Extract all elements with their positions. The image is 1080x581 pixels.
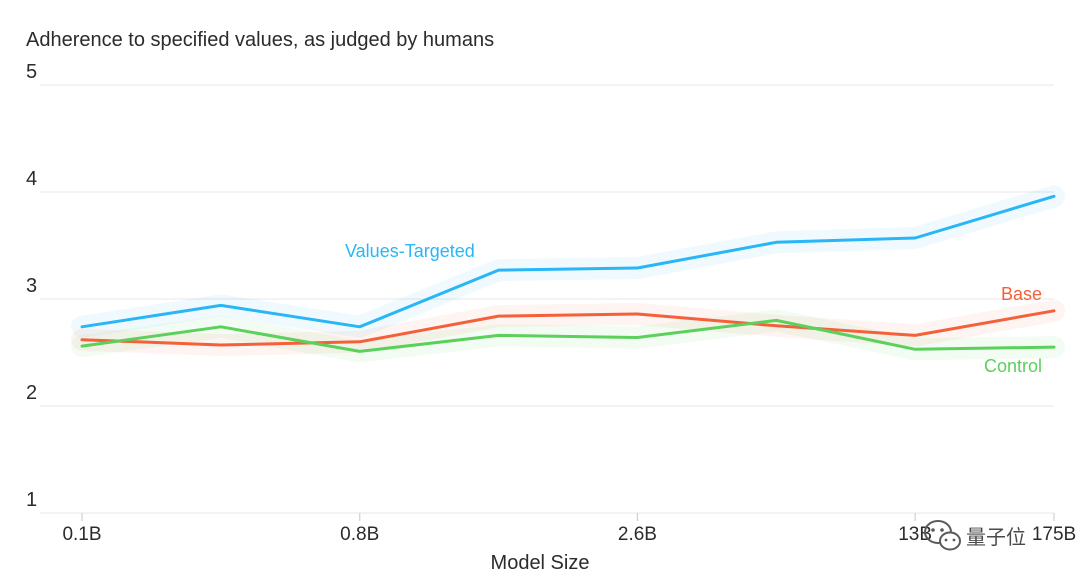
- watermark-text: 量子位: [966, 526, 1026, 549]
- chart-title: Adherence to specified values, as judged…: [26, 29, 494, 51]
- grid-lines: [40, 84, 1054, 514]
- wechat-logo-icon: [924, 520, 961, 551]
- x-tick-label: 0.8B: [340, 524, 379, 545]
- watermark: 量子位: [924, 520, 1026, 551]
- x-tick-label: 0.1B: [62, 524, 101, 545]
- x-axis-label: Model Size: [491, 552, 590, 574]
- series-label: Base: [1001, 284, 1042, 304]
- series-line-values-targeted: [80, 194, 1056, 329]
- series-labels: Values-Targeted Base Control: [345, 241, 1042, 376]
- y-tick-label: 2: [26, 382, 37, 404]
- x-tick-label: 175B: [1032, 524, 1076, 545]
- series-label: Control: [984, 356, 1042, 376]
- x-tick-labels: 0.1B 0.8B 2.6B 13B 175B: [62, 513, 1076, 545]
- x-tick-label: 13B: [898, 524, 932, 545]
- y-tick-labels: 1 2 3 4 5: [26, 61, 37, 511]
- y-tick-label: 1: [26, 489, 37, 511]
- series-lines: [80, 194, 1056, 353]
- y-tick-label: 5: [26, 61, 37, 83]
- y-tick-label: 3: [26, 275, 37, 297]
- x-tick-label: 2.6B: [618, 524, 657, 545]
- series-line-control: [80, 318, 1056, 353]
- series-label: Values-Targeted: [345, 241, 475, 261]
- y-tick-label: 4: [26, 168, 37, 190]
- series-line-base: [80, 309, 1056, 347]
